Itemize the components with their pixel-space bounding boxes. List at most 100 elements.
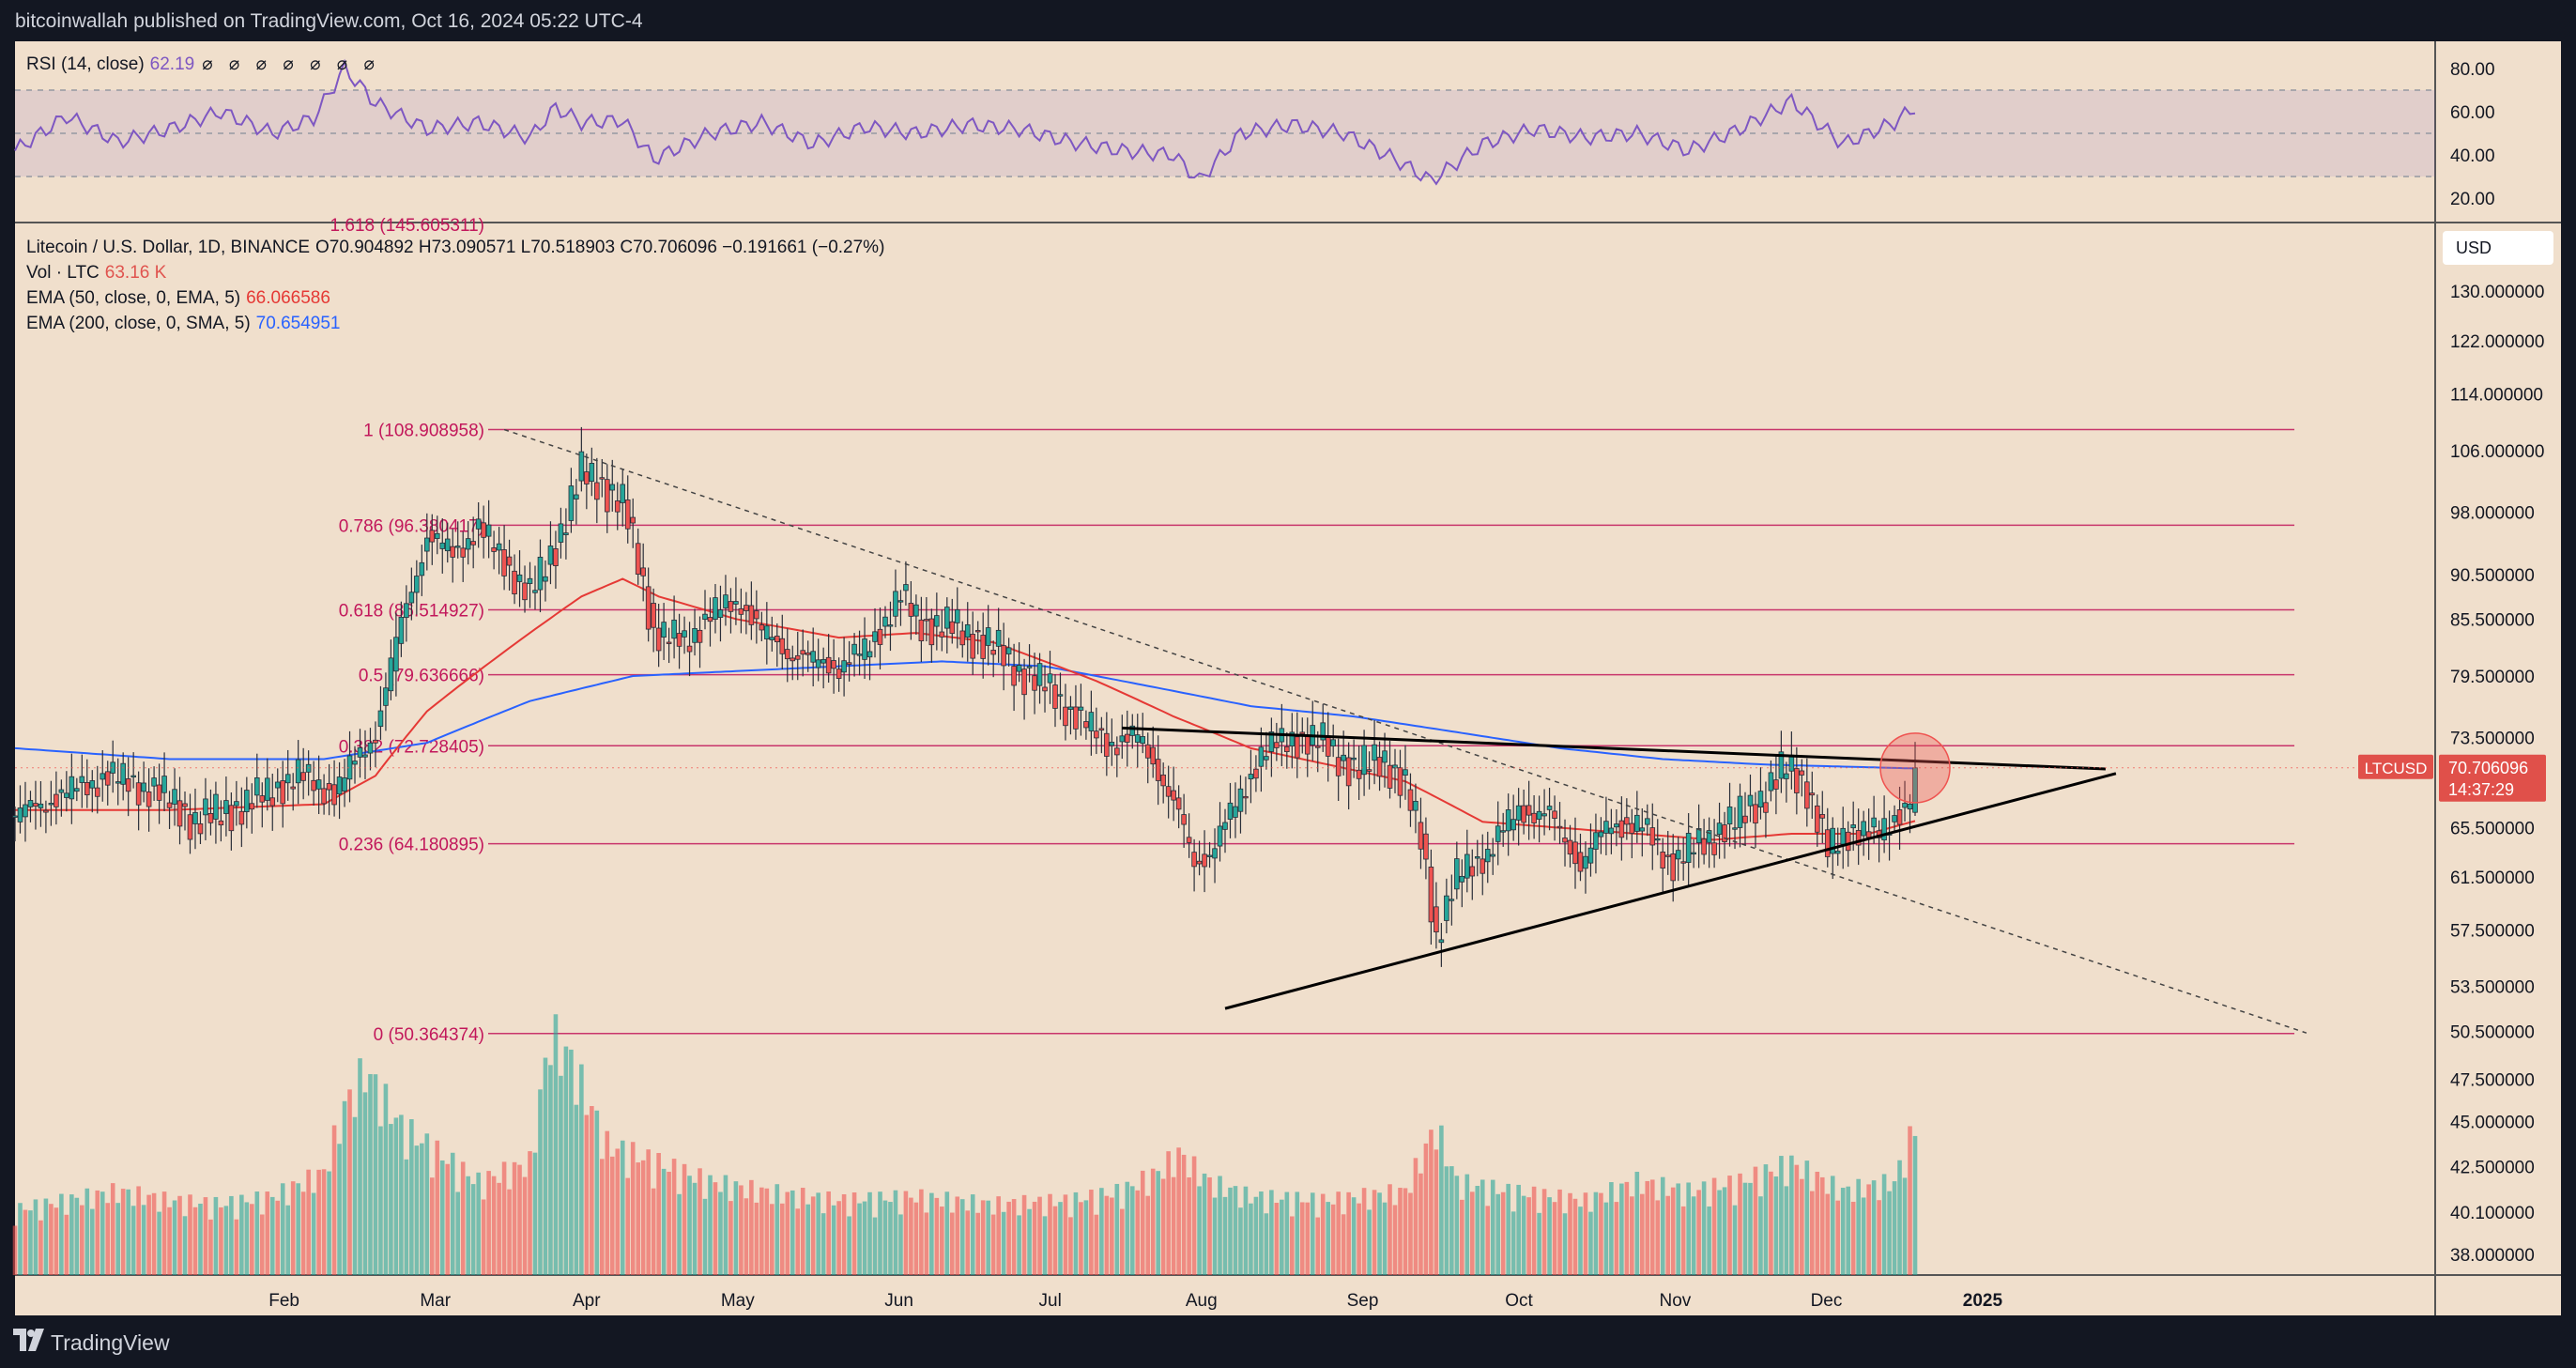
volume-bar	[1290, 1216, 1295, 1275]
volume-bar	[28, 1210, 33, 1275]
volume-bar	[33, 1199, 38, 1275]
candle-body	[640, 567, 646, 576]
candle-body	[1119, 735, 1126, 743]
volume-bar	[986, 1200, 990, 1275]
volume-bar	[702, 1198, 708, 1275]
volume-bar	[770, 1204, 774, 1275]
candle-body	[1407, 789, 1414, 811]
candle-body	[156, 784, 162, 801]
volume-bar	[1434, 1149, 1439, 1275]
candle-body	[1109, 742, 1115, 746]
candle-body	[1546, 806, 1553, 810]
candle-body	[1366, 769, 1372, 772]
price-tag-value: 70.706096	[2448, 759, 2528, 777]
volume-bar	[1516, 1184, 1521, 1275]
volume-bar	[213, 1196, 219, 1275]
candle-body	[1536, 810, 1542, 820]
volume-bar	[1218, 1176, 1222, 1275]
candle-body	[135, 782, 142, 806]
volume-bar	[136, 1186, 141, 1275]
candle-body	[1515, 805, 1522, 821]
volume-bar	[455, 1191, 461, 1275]
dashed-trendline	[503, 428, 2308, 1034]
candle-body	[373, 739, 378, 744]
candle-body	[1083, 721, 1089, 729]
volume-bar	[965, 1210, 971, 1275]
candle-body	[408, 592, 415, 604]
volume-bar	[1042, 1216, 1048, 1275]
candle-body	[17, 807, 23, 822]
volume-bar	[1238, 1207, 1243, 1275]
candle-body	[1495, 825, 1501, 842]
volume-bar	[74, 1197, 80, 1275]
volume-bar	[1305, 1202, 1311, 1275]
candle-body	[218, 820, 224, 826]
candle-body	[686, 645, 693, 653]
candle-body	[877, 628, 883, 645]
candle-body	[197, 822, 204, 835]
volume-bar	[785, 1191, 790, 1275]
candle-body	[176, 800, 183, 827]
volume-bar	[1877, 1200, 1881, 1275]
candle-body	[522, 582, 528, 601]
volume-bar	[275, 1200, 281, 1275]
volume-bar	[259, 1214, 265, 1275]
volume-bar	[1742, 1182, 1748, 1275]
volume-bar	[1815, 1171, 1820, 1275]
volume-bar	[1521, 1195, 1526, 1275]
volume-bar	[1763, 1164, 1769, 1275]
ema50-label: EMA (50, close, 0, EMA, 5)	[26, 288, 241, 308]
price-axis-label: 65.500000	[2450, 820, 2535, 839]
candle-body	[141, 782, 146, 792]
volume-bar	[754, 1202, 759, 1275]
candle-body	[1691, 852, 1696, 855]
fib-partial-label: 1.618 (145.605311)	[330, 216, 484, 236]
volume-bar	[1670, 1187, 1676, 1275]
volume-bar	[764, 1188, 770, 1275]
candle-body	[1026, 666, 1033, 669]
candle-body	[939, 631, 945, 638]
candle-body	[1722, 824, 1727, 842]
candle-body	[764, 625, 770, 639]
candle-body	[1567, 839, 1573, 855]
volume-bar	[970, 1194, 975, 1275]
ema200-legend: EMA (200, close, 0, SMA, 5) 70.654951	[26, 314, 340, 334]
volume-bar	[1336, 1191, 1341, 1275]
candle-body	[444, 538, 451, 552]
volume-bar	[1011, 1199, 1017, 1275]
volume-bar	[990, 1214, 996, 1275]
candle-body	[697, 629, 703, 643]
volume-bar	[300, 1191, 306, 1275]
currency-selector[interactable]: USD	[2443, 231, 2553, 265]
volume-bar	[1140, 1170, 1145, 1275]
candle-body	[604, 479, 610, 513]
volume-bar	[1490, 1179, 1495, 1275]
volume-bar	[172, 1200, 177, 1275]
volume-bar	[54, 1207, 59, 1275]
candle-body	[203, 798, 208, 816]
candle-body	[1206, 854, 1213, 857]
volume-bar	[1119, 1208, 1125, 1275]
candle-body	[460, 547, 467, 558]
time-axis-label: Aug	[1186, 1291, 1218, 1311]
volume-bar	[1398, 1188, 1403, 1275]
candle-body	[1196, 860, 1203, 865]
volume-bar	[1104, 1195, 1110, 1275]
candle-body	[723, 594, 728, 608]
volume-bar	[1222, 1196, 1228, 1275]
candle-body	[284, 774, 291, 784]
candle-body	[311, 779, 316, 792]
candle-body	[33, 803, 38, 807]
candle-body	[924, 619, 929, 622]
volume-bar	[1825, 1193, 1831, 1275]
volume-bar	[749, 1179, 754, 1275]
volume-bar	[1099, 1188, 1104, 1275]
volume-bar	[352, 1116, 358, 1275]
candle-body	[414, 576, 420, 593]
volume-bar	[1531, 1186, 1537, 1275]
volume-bar	[486, 1171, 491, 1275]
volume-bar	[522, 1176, 528, 1275]
volume-bar	[1866, 1184, 1871, 1275]
chart-background	[15, 41, 2561, 1315]
